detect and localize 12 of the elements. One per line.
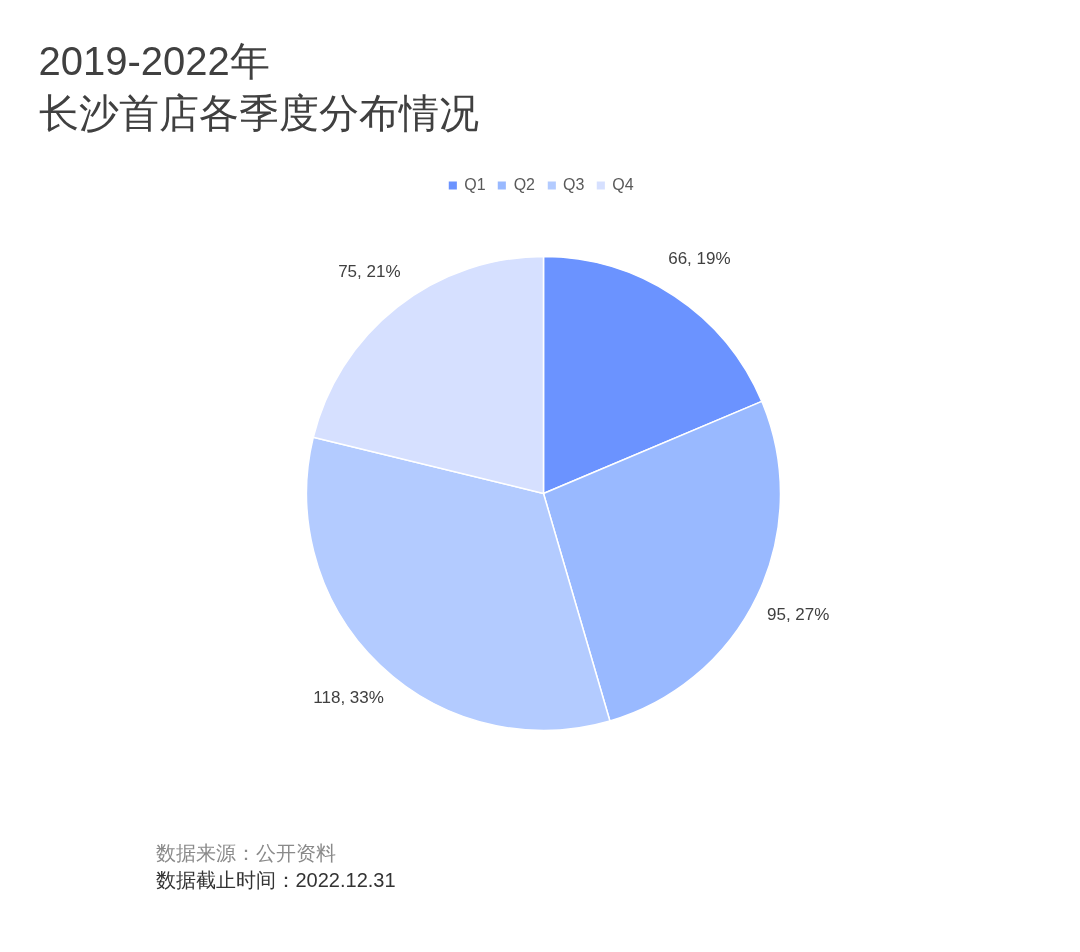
legend-label: Q2 <box>513 176 535 194</box>
legend-label: Q4 <box>612 176 634 194</box>
chart-title: 2019-2022年 <box>38 38 270 83</box>
text: 数据截止时间：2022.12.31 <box>155 868 396 891</box>
data-label: 95, 27% <box>767 605 830 625</box>
legend-label: Q1 <box>464 176 486 194</box>
data-label: 66, 19% <box>668 249 731 269</box>
source-note: 数据来源：公开资料 <box>155 841 336 864</box>
data-label: 75, 21% <box>338 262 401 282</box>
legend-label: Q3 <box>563 176 585 194</box>
chart-subtitle: 长沙首店各季度分布情况 <box>38 90 479 135</box>
data-label: 118, 33% <box>313 687 384 707</box>
